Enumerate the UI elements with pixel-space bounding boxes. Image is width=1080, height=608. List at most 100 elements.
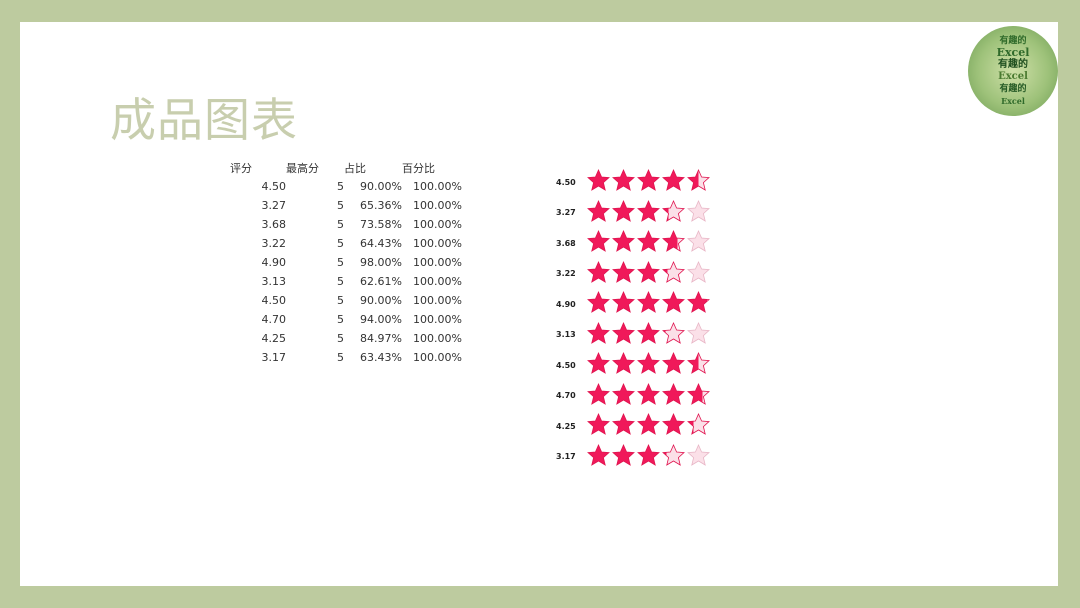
star-icon <box>686 199 711 226</box>
table-cell: 62.61% <box>360 275 402 288</box>
table-row: 3.27 5 65.36% 100.00% <box>230 196 463 215</box>
table-cell: 63.43% <box>360 351 402 364</box>
star-icon <box>611 169 636 195</box>
star-icon <box>636 321 661 348</box>
rating-label: 3.13 <box>556 330 576 340</box>
column-header: 评分 <box>230 161 252 175</box>
star-icon <box>661 291 686 317</box>
star-icon <box>686 321 711 348</box>
slide: 成品图表 有趣的 Excel 有趣的 Excel 有趣的 Excel <box>20 22 1058 586</box>
table-cell: 3.17 <box>261 351 287 364</box>
star-icon <box>636 443 661 470</box>
logo-word: 有趣的 <box>999 36 1027 46</box>
star-rating-row: 3.17 <box>556 442 711 473</box>
star-rating-row: 4.70 <box>556 381 711 412</box>
table-cell: 100.00% <box>413 313 462 326</box>
star-icon <box>611 443 636 470</box>
star-icon <box>686 443 711 470</box>
table-cell: 5 <box>337 180 344 193</box>
table-cell: 98.00% <box>360 256 402 269</box>
star-icon <box>661 199 686 226</box>
table-cell: 4.50 <box>261 180 287 193</box>
rating-label: 3.68 <box>556 238 576 248</box>
logo-word: Excel <box>998 71 1028 82</box>
table-cell: 5 <box>337 218 344 231</box>
table-cell: 3.13 <box>261 275 287 288</box>
star-icon <box>611 352 636 378</box>
table-row: 4.70 5 94.00% 100.00% <box>230 310 463 329</box>
table-row: 3.22 5 64.43% 100.00% <box>230 234 463 253</box>
star-icon <box>586 230 611 256</box>
table-cell: 100.00% <box>413 199 462 212</box>
star-icon <box>686 291 711 317</box>
star-icon <box>686 230 711 256</box>
column-header: 最高分 <box>286 161 319 175</box>
star-icon <box>636 382 661 409</box>
table-cell: 90.00% <box>360 294 402 307</box>
table-cell: 94.00% <box>360 313 402 326</box>
star-icon <box>636 352 661 378</box>
star-icon <box>636 169 661 195</box>
star-icon <box>636 260 661 287</box>
star-icon <box>611 321 636 348</box>
table-row: 3.17 5 63.43% 100.00% <box>230 348 463 367</box>
star-icon <box>611 382 636 409</box>
star-rating-row: 3.27 <box>556 198 711 229</box>
rating-label: 4.90 <box>556 299 576 309</box>
rating-label: 4.50 <box>556 177 576 187</box>
table-row: 4.90 5 98.00% 100.00% <box>230 253 463 272</box>
column-header: 百分比 <box>402 161 435 175</box>
table-cell: 100.00% <box>413 351 462 364</box>
table-cell: 90.00% <box>360 180 402 193</box>
word-cloud-logo: 有趣的 Excel 有趣的 Excel 有趣的 Excel <box>968 26 1058 116</box>
table-cell: 4.25 <box>261 332 287 345</box>
rating-label: 3.17 <box>556 452 576 462</box>
star-icon <box>661 352 686 378</box>
table-cell: 3.68 <box>261 218 287 231</box>
table-cell: 73.58% <box>360 218 402 231</box>
star-icon <box>686 352 711 378</box>
table-cell: 100.00% <box>413 332 462 345</box>
star-rating-row: 4.25 <box>556 411 711 442</box>
logo-word: Excel <box>1001 96 1025 106</box>
table-cell: 4.70 <box>261 313 287 326</box>
table-cell: 3.27 <box>261 199 287 212</box>
star-icon <box>661 413 686 439</box>
logo-word: 有趣的 <box>998 59 1028 70</box>
table-row: 4.50 5 90.00% 100.00% <box>230 291 463 310</box>
star-icon <box>586 382 611 409</box>
table-cell: 5 <box>337 275 344 288</box>
table-cell: 64.43% <box>360 237 402 250</box>
star-icon <box>686 260 711 287</box>
table-cell: 5 <box>337 313 344 326</box>
star-icon <box>661 382 686 409</box>
column-header: 占比 <box>344 161 366 175</box>
table-row: 4.50 5 90.00% 100.00% <box>230 177 463 196</box>
table-cell: 5 <box>337 237 344 250</box>
star-icon <box>611 230 636 256</box>
star-icon <box>586 352 611 378</box>
rating-label: 4.50 <box>556 360 576 370</box>
star-icon <box>586 413 611 439</box>
star-icon <box>661 260 686 287</box>
rating-label: 4.25 <box>556 421 576 431</box>
star-icon <box>686 382 711 409</box>
star-icon <box>611 199 636 226</box>
table-cell: 5 <box>337 294 344 307</box>
star-icon <box>586 291 611 317</box>
table-cell: 100.00% <box>413 218 462 231</box>
star-rating-list: 4.50 3.27 3.68 3.22 4.90 3.13 4.50 4.70 4.25 3.17 <box>556 167 711 472</box>
logo-word: Excel <box>996 46 1030 59</box>
rating-label: 3.27 <box>556 208 576 218</box>
table-row: 3.68 5 73.58% 100.00% <box>230 215 463 234</box>
star-icon <box>661 230 686 256</box>
star-icon <box>611 413 636 439</box>
star-rating-row: 4.50 <box>556 350 711 381</box>
star-rating-row: 3.68 <box>556 228 711 259</box>
star-rating-row: 3.22 <box>556 259 711 290</box>
table-cell: 5 <box>337 199 344 212</box>
rating-label: 3.22 <box>556 269 576 279</box>
star-icon <box>661 169 686 195</box>
table-cell: 3.22 <box>261 237 287 250</box>
table-cell: 100.00% <box>413 256 462 269</box>
